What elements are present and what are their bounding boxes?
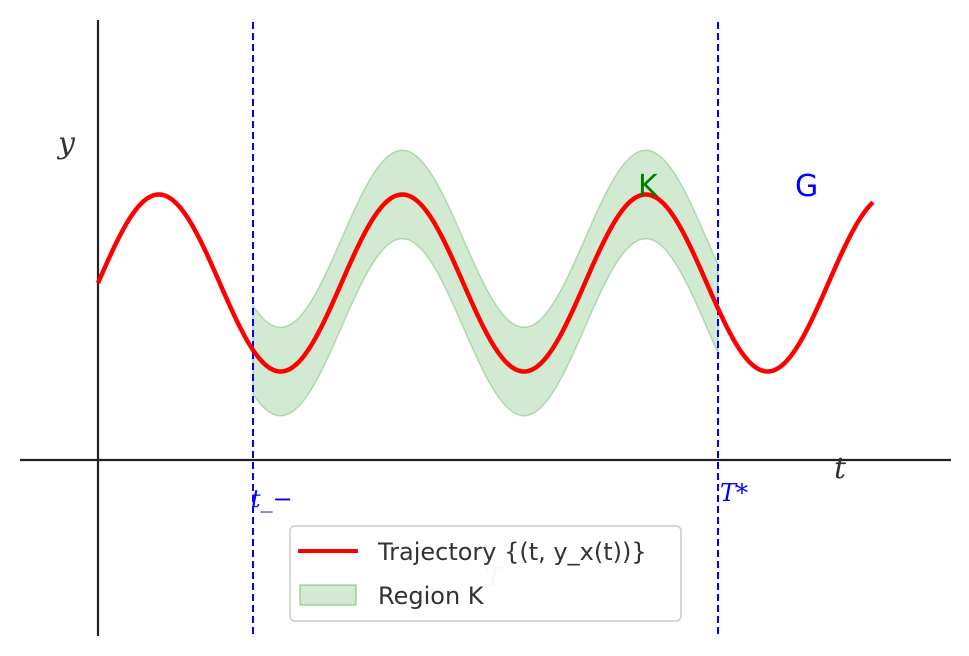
legend: Trajectory {(t, y_x(t))} Region K — [289, 525, 682, 622]
x-axis-label: t — [834, 451, 847, 486]
annotation-G: G — [795, 169, 818, 204]
vline-label-T-star: T* — [720, 479, 748, 507]
legend-frame — [289, 525, 682, 622]
legend-label-trajectory: Trajectory {(t, y_x(t))} — [377, 538, 647, 566]
y-axis-label: y — [56, 126, 76, 161]
annotation-K: K — [638, 169, 659, 204]
trajectory-line — [95, 192, 875, 374]
legend-label-region: Region K — [378, 582, 485, 610]
legend-swatch-region — [299, 584, 357, 606]
vline-label-t-minus: t_− — [251, 485, 293, 513]
